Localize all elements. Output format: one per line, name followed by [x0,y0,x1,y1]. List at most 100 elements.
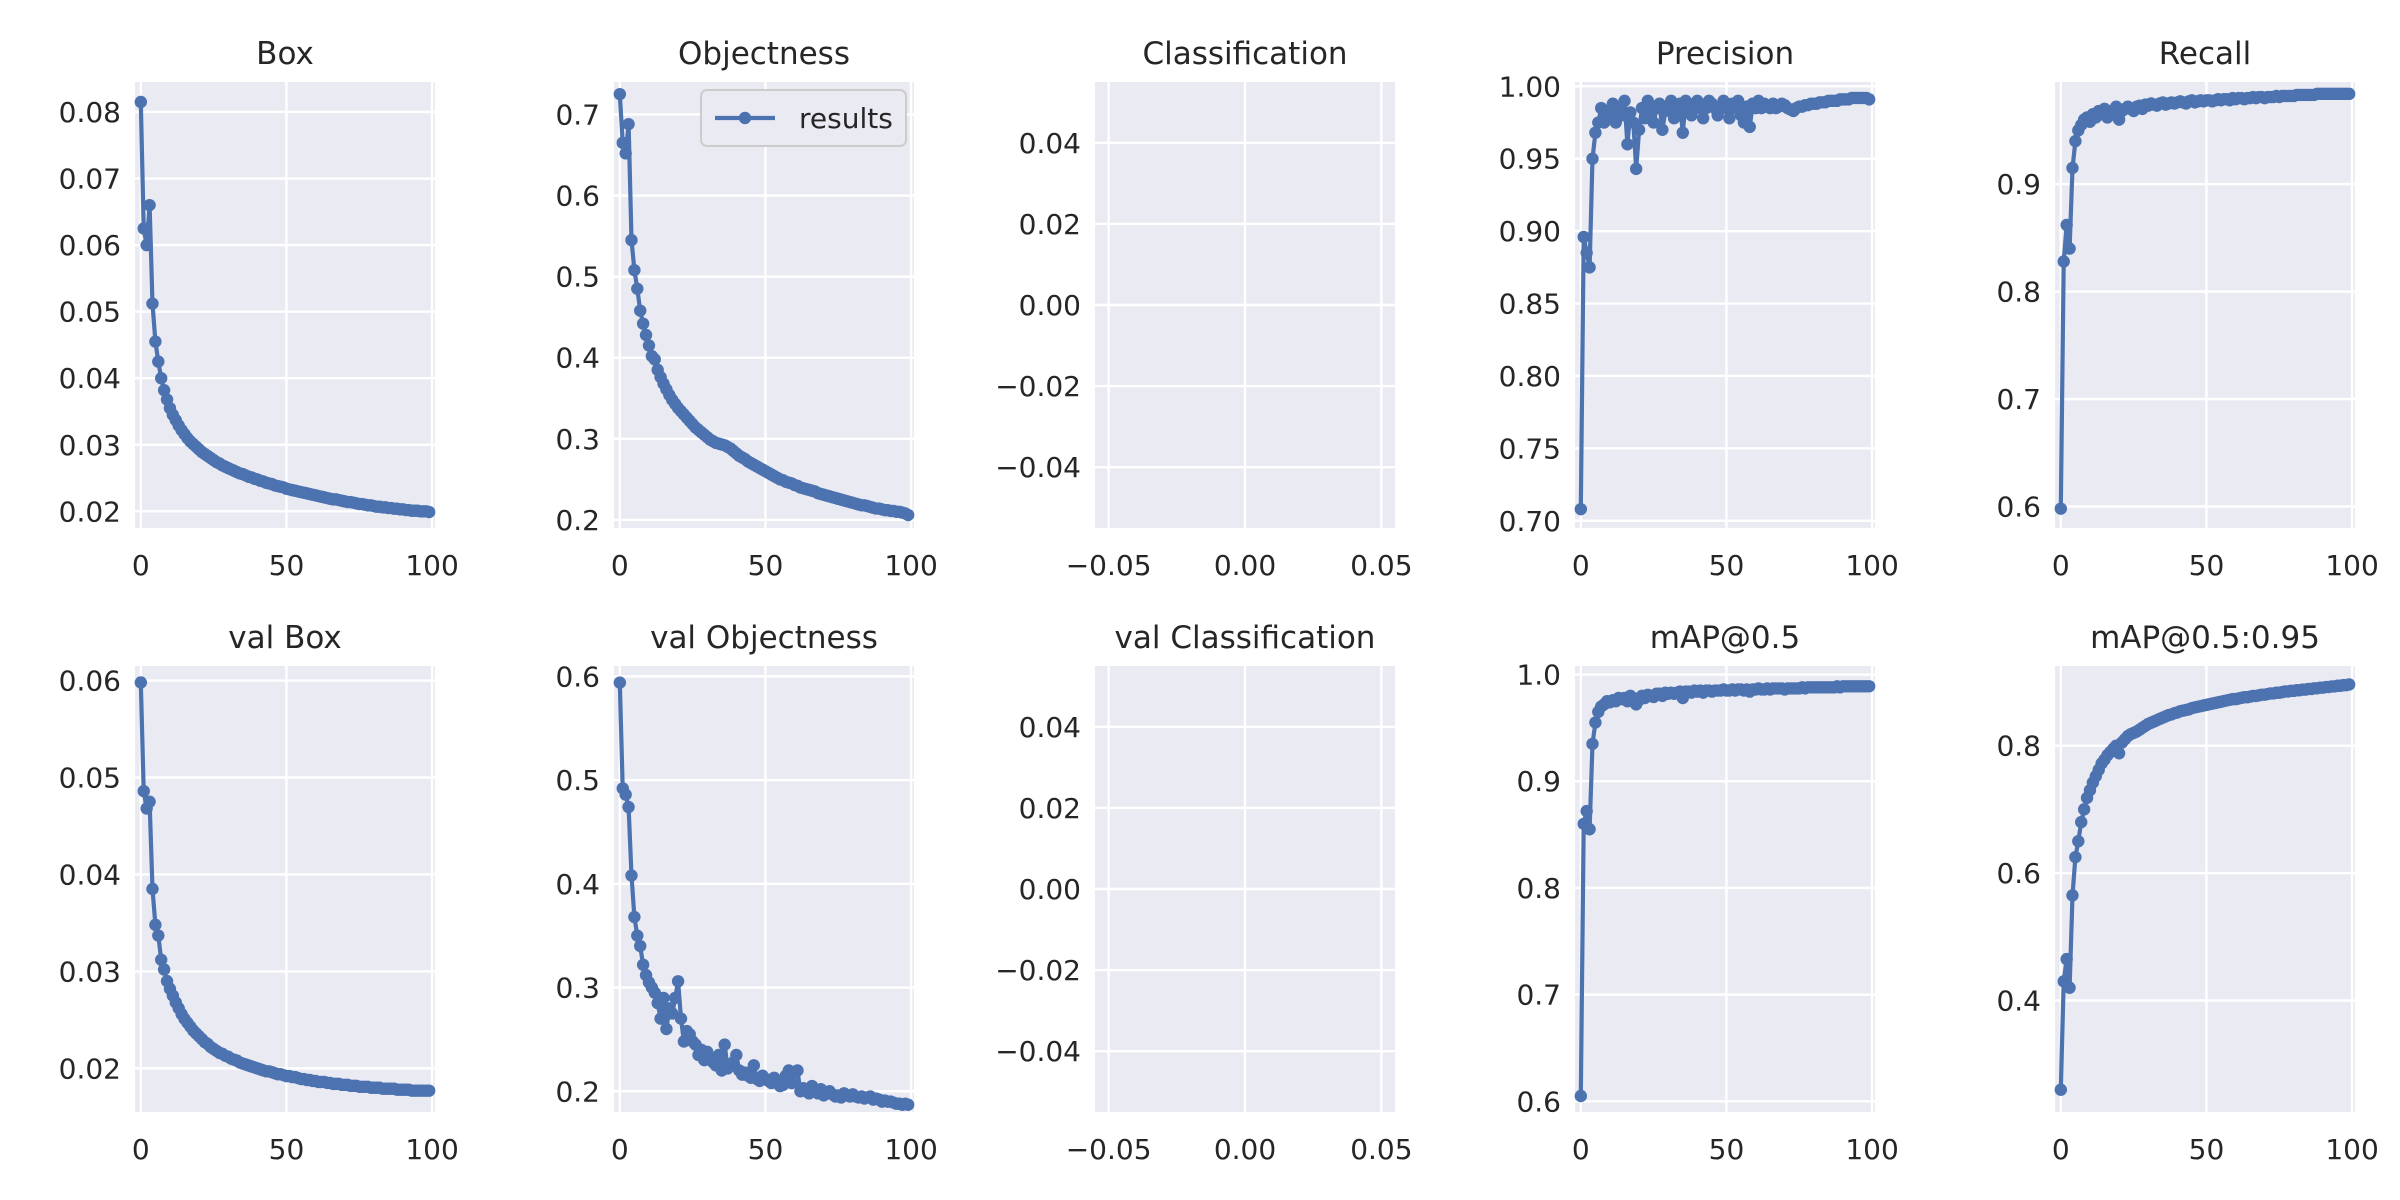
subplot-title: Recall [2159,36,2252,72]
data-point [1583,261,1596,274]
subplot-title: val Objectness [650,620,878,656]
data-point [1586,152,1599,165]
data-point [625,869,638,882]
x-tick-label: 50 [2189,549,2225,582]
y-tick-label: 0.04 [1019,711,1081,744]
data-point [1685,109,1698,122]
data-point [152,929,165,942]
y-tick-label: 0.7 [555,98,600,131]
data-point [613,87,627,101]
data-point [1632,123,1646,136]
x-tick-label: 0.05 [1350,549,1412,582]
x-tick-label: 0.00 [1214,549,1276,582]
x-tick-label: −0.05 [1066,1133,1152,1166]
data-point [1624,106,1637,119]
y-tick-label: 0.6 [1996,491,2041,524]
data-point [155,372,168,385]
data-point [625,233,638,247]
y-tick-label: 0.6 [1996,857,2041,890]
data-point [2066,889,2079,902]
data-point [1583,823,1596,836]
data-point [622,800,635,814]
data-point [1723,112,1736,125]
y-tick-label: 0.6 [555,180,600,213]
data-point [2060,952,2073,966]
subplot-precision: Precision 0 50 100 0.70 0.75 0.80 0.85 0.90 0.95 1… [1499,36,1899,582]
data-point [1667,112,1681,125]
y-tick-label: 0.04 [1019,127,1081,160]
x-tick-label: 0 [132,549,150,582]
y-tick-label: 0.6 [1516,1085,1561,1118]
subplot-val-objectness: val Objectness 0 50 100 0.2 0.3 0.4 0.5 0.6 [555,620,937,1166]
x-tick-label: 100 [405,1133,458,1166]
data-point [1696,112,1710,125]
data-point [657,991,670,1005]
subplot-title: Box [256,36,314,72]
data-point [1647,116,1660,129]
data-point [137,784,150,798]
data-point [1586,737,1599,751]
legend-marker-swatch [738,111,752,125]
legend-frame [700,89,907,147]
x-tick-label: 50 [1709,1133,1745,1166]
data-point [628,910,641,924]
subplot-objectness: Objectness 0 50 100 0.2 0.3 0.4 0.5 0.6 0.7 result… [555,36,937,582]
plot-area [135,82,435,528]
data-point [422,505,436,519]
y-tick-label: 0.5 [555,764,600,797]
y-tick-label: 0.05 [59,762,121,795]
data-point [146,882,159,896]
y-tick-label: 0.3 [555,972,600,1005]
data-point [2342,678,2356,691]
y-tick-label: 0.4 [555,868,600,901]
x-tick-label: 100 [405,549,458,582]
subplot-recall: Recall 0 50 100 0.6 0.7 0.8 0.9 [1996,36,2378,582]
plot-area [2055,82,2355,528]
data-point [660,1022,673,1036]
data-point [901,1098,915,1111]
data-point [616,136,629,150]
data-point [2060,218,2073,232]
x-tick-label: 0 [1572,1133,1590,1166]
data-point [1656,123,1669,136]
data-point [1580,804,1593,818]
legend: results [700,89,907,147]
data-point [134,95,148,109]
data-point [2069,134,2082,148]
data-point [642,339,656,352]
data-point [1580,246,1593,260]
y-tick-label: 0.6 [555,660,600,693]
y-tick-label: 0.02 [59,495,121,528]
x-tick-label: 0.05 [1350,1133,1412,1166]
x-tick-label: 100 [2325,1133,2378,1166]
data-point [1641,94,1655,108]
data-point [613,676,627,689]
y-tick-label: 0.00 [1019,289,1081,322]
y-tick-label: 0.4 [1996,985,2041,1018]
subplot-title: val Classification [1115,620,1376,656]
data-point [157,384,171,397]
y-tick-label: 0.8 [1516,872,1561,905]
data-point [152,355,165,368]
data-point [2057,255,2070,268]
y-tick-label: 0.08 [59,96,121,129]
x-tick-label: 50 [1709,549,1745,582]
y-tick-label: 0.4 [555,342,600,375]
data-point [1862,680,1876,693]
y-tick-label: 0.9 [1996,168,2041,201]
data-point [2112,747,2126,760]
y-tick-label: 0.07 [59,163,121,196]
y-tick-label: 0.90 [1499,215,1561,248]
data-point [422,1084,436,1097]
data-point [134,676,148,689]
y-tick-label: −0.04 [995,451,1081,484]
data-point [1589,126,1602,139]
subplot-title: Classification [1142,36,1347,72]
data-point [2054,502,2068,515]
y-tick-label: 0.7 [1996,383,2041,416]
y-tick-label: 0.02 [59,1052,121,1085]
data-point [157,963,171,976]
y-tick-label: 0.8 [1996,730,2041,763]
data-point [1676,126,1689,139]
